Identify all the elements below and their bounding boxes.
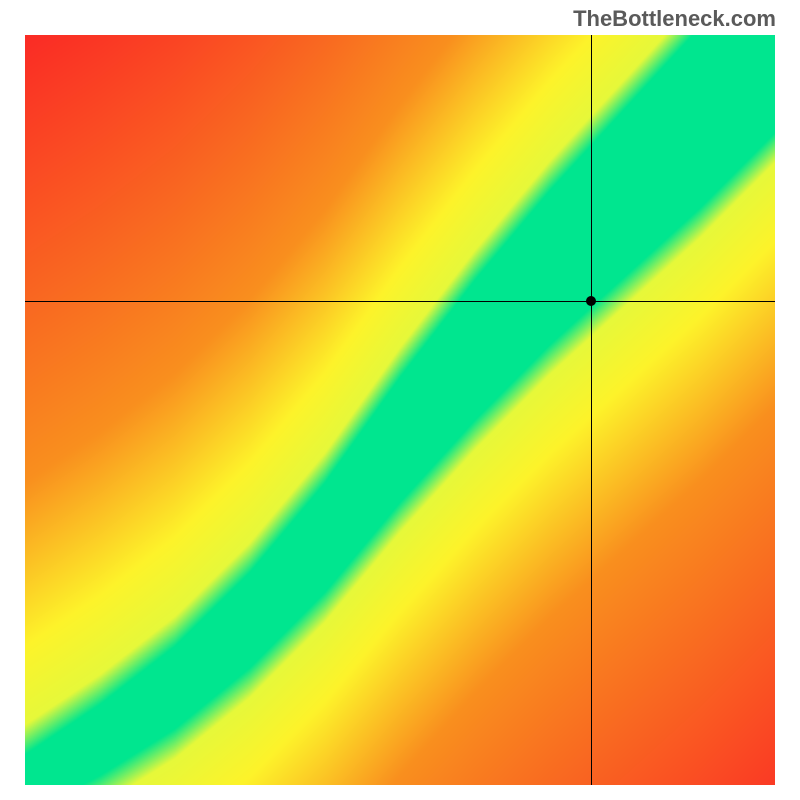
chart-container: TheBottleneck.com: [0, 0, 800, 800]
heatmap-canvas: [25, 35, 775, 785]
crosshair-dot: [586, 296, 596, 306]
watermark-text: TheBottleneck.com: [573, 6, 776, 32]
plot-area: [25, 35, 775, 785]
crosshair-vertical: [591, 35, 592, 785]
crosshair-horizontal: [25, 301, 775, 302]
